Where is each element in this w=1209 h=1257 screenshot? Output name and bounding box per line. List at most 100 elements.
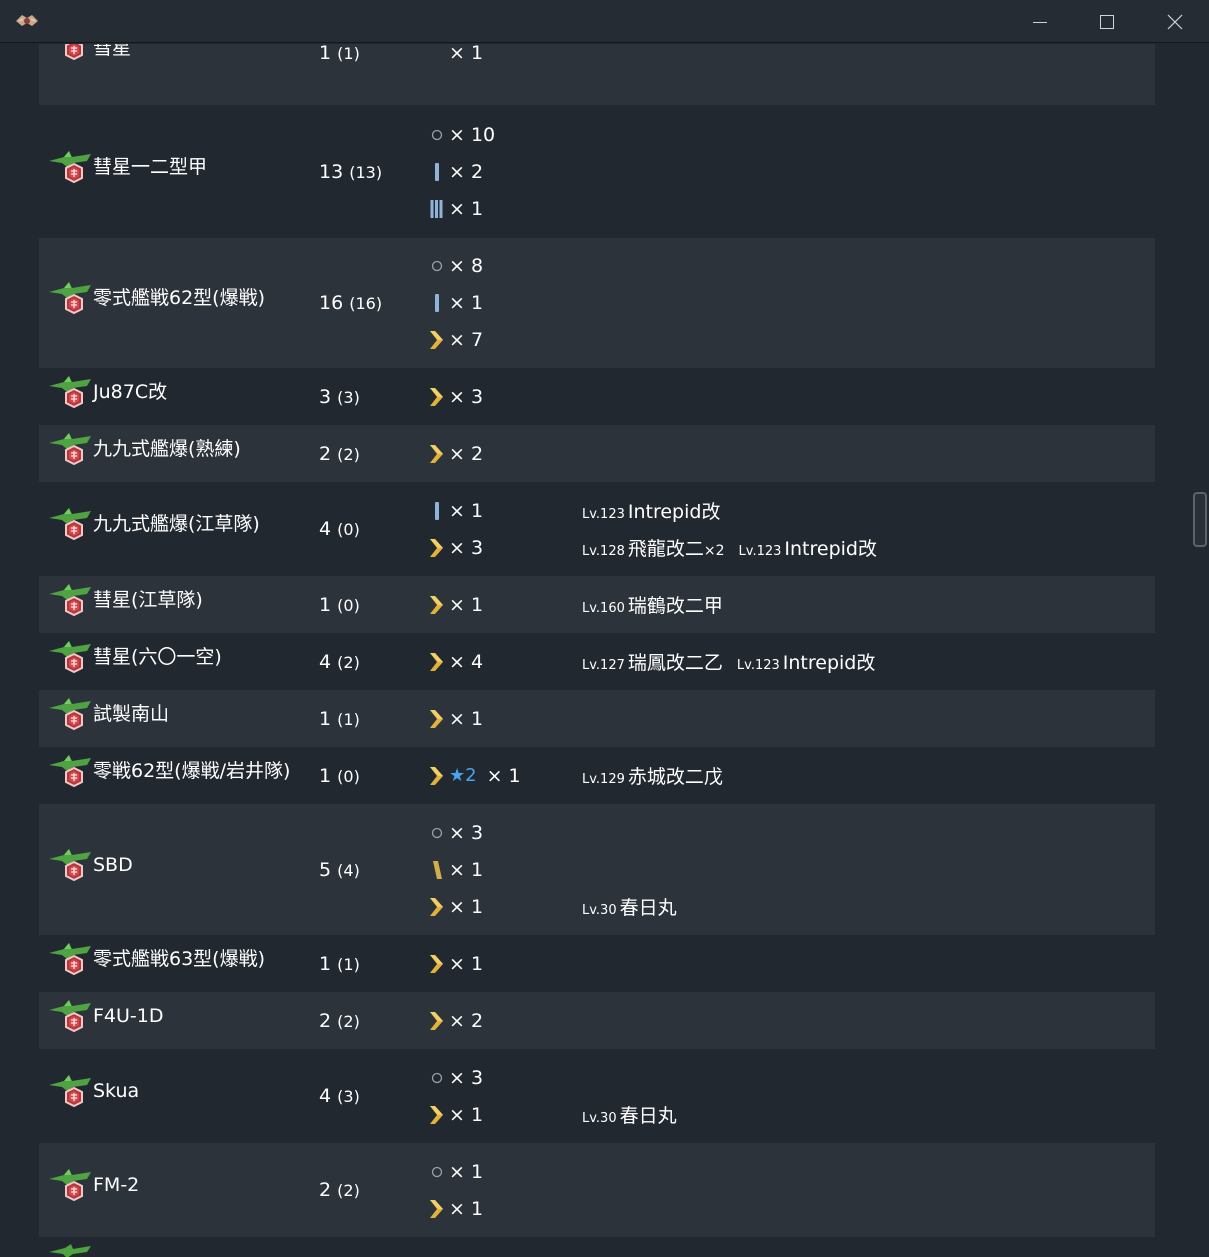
ship-level: Lv.127 [582, 658, 625, 673]
proficiency-circle-icon [429, 124, 445, 146]
ship-entry[interactable]: Lv.129 赤城改二戊 [582, 762, 723, 789]
proficiency-line: × 1 [429, 291, 483, 315]
equipment-row[interactable]: 試製南山 1 (1) × 1 [39, 690, 1155, 747]
equipped-ships: Lv.129 赤城改二戊 [582, 764, 737, 788]
app-crest-icon [14, 11, 40, 31]
proficiency-multiplier: × 2 [449, 1009, 484, 1032]
proficiency-multiplier: × 1 [486, 764, 521, 787]
equipment-row[interactable]: Skua 4 (3) × 3 × 1 Lv.30 春日丸 [39, 1049, 1155, 1143]
dive-bomber-icon [47, 149, 93, 191]
free-count: (0) [337, 595, 360, 615]
ship-entry[interactable]: Lv.123 Intrepid改 [582, 497, 720, 524]
equipment-name: 試製南山 [93, 702, 170, 725]
equipment-count: 1 (1) [319, 44, 360, 65]
total-count: 3 [319, 385, 332, 408]
equipment-count: 3 (3) [319, 386, 360, 409]
proficiency-multiplier: × 1 [449, 952, 484, 975]
proficiency-line: × 1 [429, 858, 483, 882]
ship-name: 瑞鶴改二甲 [627, 595, 723, 617]
equipment-name: 零式艦戦62型(爆戦) [93, 287, 266, 309]
scrollbar-thumb[interactable] [1193, 492, 1207, 547]
total-count: 1 [319, 764, 332, 787]
minimize-icon [1033, 21, 1047, 23]
proficiency-line: × 3 [429, 536, 483, 560]
equipment-name: 零戦62型(爆戦/岩井隊) [93, 759, 291, 782]
equipment-row[interactable]: 彗星一二型甲 13 (13) × 10 × 2 × 1 [39, 106, 1155, 237]
equipment-row[interactable]: 零戦62型(爆戦/岩井隊) 1 (0) ★ 2 × 1 Lv.129 赤城改二戊 [39, 747, 1155, 804]
ship-level: Lv.160 [582, 601, 625, 616]
ship-entry[interactable]: Lv.123 Intrepid改 [737, 648, 875, 675]
total-count: 4 [319, 1085, 332, 1107]
equipment-row[interactable]: SBD 5 (4) × 3 × 1 × 1 Lv.30 春日丸 [39, 804, 1155, 935]
proficiency-line: × 2 [429, 160, 483, 184]
minimize-button[interactable] [1007, 0, 1073, 43]
proficiency-multiplier: × 2 [449, 442, 484, 465]
dive-bomber-icon [47, 847, 93, 889]
equipment-name: SBD [93, 853, 133, 876]
proficiency-line: × 1 [429, 499, 483, 523]
proficiency-chevron-icon [429, 953, 445, 975]
proficiency-line: × 1 [429, 1160, 483, 1184]
free-count: (13) [349, 162, 383, 182]
free-count: (1) [337, 44, 360, 63]
total-count: 1 [319, 593, 332, 616]
equipped-ships: Lv.30 春日丸 [582, 1103, 691, 1127]
proficiency-multiplier: × 3 [449, 536, 484, 559]
equipment-row[interactable]: FM-2 2 (2) × 1 × 1 [39, 1143, 1155, 1237]
equipment-row[interactable]: Ju87C改 3 (3) × 3 [39, 368, 1155, 425]
total-count: 1 [319, 707, 332, 730]
proficiency-multiplier: × 1 [449, 858, 484, 881]
dive-bomber-icon [47, 374, 93, 416]
dive-bomber-icon [47, 941, 93, 983]
total-count: 16 [319, 292, 344, 314]
close-button[interactable] [1142, 0, 1208, 43]
equipment-count: 2 (2) [319, 1010, 360, 1033]
equipment-count: 1 (1) [319, 953, 360, 976]
equipped-ships: Lv.127 瑞鳳改二乙 Lv.123 Intrepid改 [582, 650, 889, 674]
free-count: (1) [337, 709, 360, 729]
total-count: 13 [319, 160, 344, 183]
proficiency-line: × 10 [429, 123, 495, 147]
free-count: (2) [337, 1011, 360, 1031]
ship-entry[interactable]: Lv.160 瑞鶴改二甲 [582, 591, 723, 618]
equipment-name: 零式艦戦63型(爆戦) [93, 947, 266, 970]
equipment-row[interactable]: 彗星 1 (1) × 1 [39, 44, 1155, 105]
proficiency-multiplier: × 1 [449, 707, 484, 730]
ship-entry[interactable]: Lv.128 飛龍改二 ×2 [582, 534, 725, 561]
ship-name: Intrepid改 [784, 538, 877, 560]
equipment-name: Ju87C改 [93, 380, 168, 403]
dive-bomber-icon [47, 696, 93, 738]
equipment-count: 4 (3) [319, 1085, 360, 1108]
equipment-row[interactable]: 彗星(江草隊) 1 (0) × 1 Lv.160 瑞鶴改二甲 [39, 576, 1155, 633]
equipment-row[interactable]: 零式艦戦63型(爆戦) 1 (1) × 1 [39, 935, 1155, 992]
maximize-button[interactable] [1074, 0, 1140, 43]
dive-bomber-icon [47, 44, 93, 68]
free-count: (0) [337, 520, 360, 539]
ship-entry[interactable]: Lv.127 瑞鳳改二乙 [582, 648, 723, 675]
equipment-row[interactable]: F4U-1D 2 (2) × 2 [39, 992, 1155, 1049]
ship-level: Lv.129 [582, 772, 625, 787]
total-count: 5 [319, 858, 332, 881]
proficiency-multiplier: × 1 [449, 292, 484, 314]
ship-equip-count: ×2 [703, 543, 725, 559]
proficiency-multiplier: × 7 [449, 329, 484, 351]
equipment-row[interactable]: 九九式艦爆(熟練) 2 (2) × 2 [39, 425, 1155, 482]
total-count: 1 [319, 952, 332, 975]
equipment-count: 13 (13) [319, 161, 382, 184]
equipment-row[interactable]: 彗星(六〇一空) 4 (2) × 4 Lv.127 瑞鳳改二乙 Lv.123 Intrepi… [39, 633, 1155, 690]
equipment-count: 4 (0) [319, 518, 360, 541]
free-count: (4) [337, 860, 360, 880]
equipment-count: 16 (16) [319, 292, 382, 315]
ship-entry[interactable]: Lv.30 春日丸 [582, 1101, 677, 1128]
free-count: (2) [337, 652, 360, 672]
ship-entry[interactable]: Lv.123 Intrepid改 [739, 534, 877, 561]
ship-entry[interactable]: Lv.30 春日丸 [582, 893, 677, 920]
equipment-row[interactable]: 九九式艦爆(江草隊) 4 (0) × 1 Lv.123 Intrepid改 × 3 Lv.1… [39, 482, 1155, 576]
proficiency-line: × 1 [429, 1197, 483, 1221]
proficiency-line: × 2 [429, 442, 483, 466]
proficiency-multiplier: × 1 [449, 895, 484, 918]
equipment-row[interactable]: 零式艦戦62型(爆戦) 16 (16) × 8 × 1 × 7 [39, 238, 1155, 368]
equipment-name: FM-2 [93, 1174, 140, 1196]
equipment-list-panel: 彗星 1 (1) × 1 彗星一二型甲 13 (13) × 10 × 2 × 1 零式艦戦62型… [0, 44, 1209, 1257]
proficiency-line: × 3 [429, 1066, 483, 1090]
